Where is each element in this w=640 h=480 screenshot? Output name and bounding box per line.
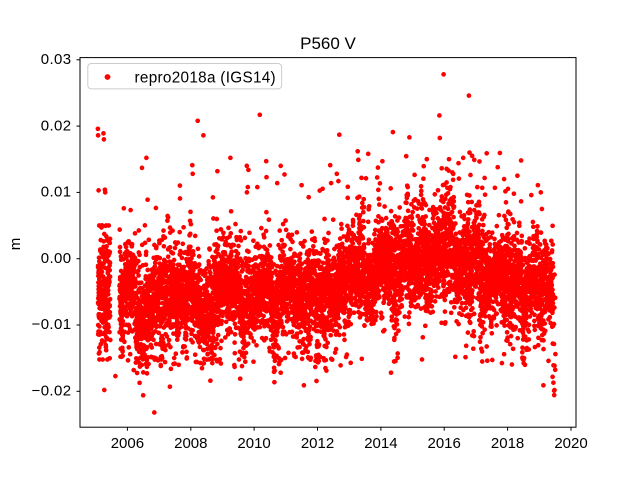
svg-text:2016: 2016	[428, 435, 461, 452]
svg-text:P560 V: P560 V	[300, 34, 356, 53]
svg-text:repro2018a (IGS14): repro2018a (IGS14)	[135, 69, 276, 86]
svg-text:2018: 2018	[491, 435, 524, 452]
svg-text:0.00: 0.00	[41, 250, 72, 267]
svg-text:2020: 2020	[554, 435, 587, 452]
svg-text:−0.01: −0.01	[32, 316, 72, 333]
svg-text:2010: 2010	[237, 435, 270, 452]
svg-text:0.01: 0.01	[41, 184, 72, 201]
svg-text:2014: 2014	[364, 435, 397, 452]
svg-text:0.02: 0.02	[41, 117, 72, 134]
svg-text:2012: 2012	[301, 435, 334, 452]
svg-text:0.03: 0.03	[41, 51, 72, 68]
svg-text:2008: 2008	[174, 435, 207, 452]
svg-text:2006: 2006	[111, 435, 144, 452]
svg-text:−0.02: −0.02	[32, 383, 72, 400]
svg-text:m: m	[7, 238, 24, 251]
